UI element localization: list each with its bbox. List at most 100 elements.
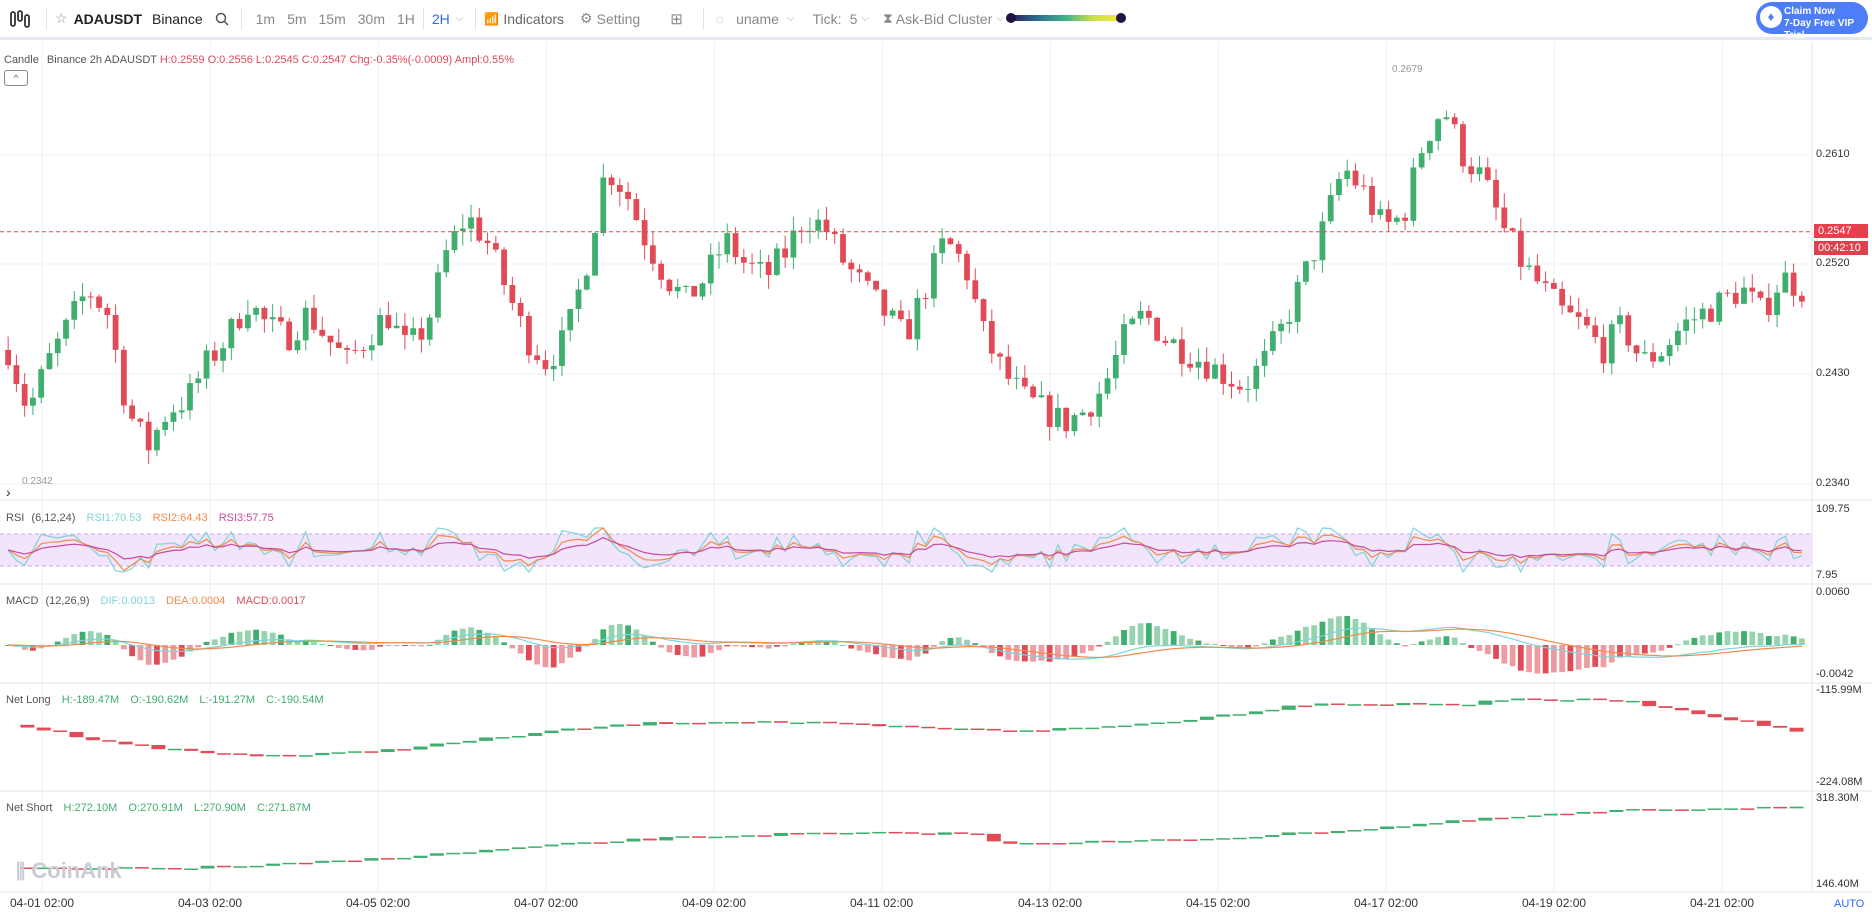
claim-vip-button[interactable]: ♦ Claim Now 7-Day Free VIP Trial <box>1756 2 1868 41</box>
user-select[interactable]: uname <box>736 10 779 27</box>
setting-button[interactable]: ⚙ Setting <box>580 0 640 37</box>
time-tick: 04-01 02:00 <box>10 896 75 910</box>
net-short-bar <box>1036 842 1050 845</box>
chevron-down-icon[interactable]: ⌵ <box>786 13 795 24</box>
net-short-bar <box>1249 836 1263 839</box>
macd-histogram-bar <box>1749 631 1756 645</box>
candle-body <box>1021 377 1028 387</box>
candle-body <box>1476 167 1483 175</box>
candle-body <box>1253 365 1260 389</box>
net-long-bar <box>1068 727 1083 730</box>
net-short-bar <box>348 860 362 863</box>
search-icon[interactable] <box>215 0 229 37</box>
net-long-bar <box>298 755 313 757</box>
collapse-legend-button[interactable]: ^ <box>4 70 28 86</box>
slider-handle-left[interactable] <box>1006 13 1016 23</box>
auto-scale-button[interactable]: AUTO <box>1834 898 1865 910</box>
net-long-bar <box>380 749 395 753</box>
macd-histogram-bar <box>1352 619 1359 645</box>
candle-body <box>724 233 731 255</box>
time-tick: 04-15 02:00 <box>1186 896 1251 910</box>
net-long-bar <box>855 723 870 725</box>
net-long-bar <box>1511 698 1526 701</box>
macd-histogram-bar <box>1741 631 1747 645</box>
net-long-bar <box>1461 704 1476 707</box>
net-long-bar <box>1036 730 1050 732</box>
candle-body <box>418 328 425 340</box>
net-short-bar <box>1527 815 1542 817</box>
macd-histogram-bar <box>1269 639 1276 645</box>
candle-body <box>782 248 789 258</box>
tick-select[interactable]: 5 <box>849 10 858 27</box>
net-long-bar <box>1347 704 1362 706</box>
net-long-bar <box>184 748 199 751</box>
candle-body <box>534 355 541 361</box>
net-long-bar <box>315 752 330 756</box>
candle-body <box>889 310 896 316</box>
chevron-down-icon[interactable]: ⌵ <box>861 13 869 24</box>
timeframe-15m[interactable]: 15m <box>318 10 346 27</box>
candle-body <box>1708 308 1714 322</box>
candle-body <box>542 360 549 370</box>
slider-handle-right[interactable] <box>1116 13 1126 23</box>
rsi-params: (6,12,24) <box>31 512 76 524</box>
net-short-bar <box>1740 808 1755 810</box>
candle-body <box>592 233 598 276</box>
candle-body <box>327 335 334 343</box>
net-short-bar <box>1281 832 1296 836</box>
candle-body <box>600 177 607 234</box>
candle-body <box>1699 308 1706 320</box>
timeframe-1m[interactable]: 1m <box>255 10 276 27</box>
macd-histogram-bar <box>335 645 342 648</box>
app-logo[interactable] <box>10 0 30 37</box>
timeframe-30m[interactable]: 30m <box>357 10 385 27</box>
expand-left-arrow-icon[interactable]: › <box>6 484 11 500</box>
macd-histogram-bar <box>104 634 111 645</box>
net-short-bar <box>1691 809 1706 811</box>
layout-grid-icon[interactable]: ⊞ <box>670 10 683 28</box>
net-long-bar <box>446 742 461 745</box>
timeframe-1h[interactable]: 1H <box>396 10 415 27</box>
candle-body <box>658 263 665 280</box>
macd-histogram-bar <box>1427 639 1433 645</box>
candle-body <box>1303 261 1309 282</box>
cluster-button[interactable]: ⧗ Ask-Bid Cluster ⌵ <box>883 0 1004 37</box>
star-icon[interactable]: ☆ <box>55 10 68 26</box>
exchange-name[interactable]: Binance <box>152 10 203 27</box>
symbol-name[interactable]: ADAUSDT <box>73 10 143 27</box>
macd-histogram-bar <box>906 645 913 661</box>
eye-icon[interactable]: ◌ <box>715 10 725 27</box>
candle-body <box>1195 361 1202 368</box>
timeframe-5m[interactable]: 5m <box>287 10 307 27</box>
candle-low: L:0.2545 <box>255 54 299 66</box>
net-short-open: O:270.91M <box>128 802 183 814</box>
gradient-bar <box>1010 15 1120 21</box>
macd-histogram-bar <box>881 645 888 658</box>
candle-change: Chg:-0.35%(-0.0009) <box>349 54 453 66</box>
net-long-legend: Net Long H:-189.47M O:-190.62M L:-191.27… <box>6 694 324 706</box>
candle-body <box>1460 124 1466 167</box>
timeframe-2h[interactable]: 2H <box>431 10 450 27</box>
candle-body <box>931 253 937 299</box>
macd-histogram-bar <box>1253 645 1260 647</box>
macd-histogram-bar <box>567 645 574 658</box>
claim-line-2: 7-Day Free VIP Trial <box>1784 18 1854 41</box>
net-long-bar <box>1494 700 1509 702</box>
macd-histogram-bar <box>468 627 474 645</box>
macd-histogram-bar <box>220 636 226 645</box>
net-short-legend: Net Short H:272.10M O:270.91M L:270.90M … <box>6 802 311 814</box>
net-short-bar <box>315 860 330 863</box>
net-long-bar <box>1117 725 1132 728</box>
color-gradient-slider[interactable] <box>1006 12 1126 24</box>
candle-body <box>1517 230 1524 267</box>
indicators-button[interactable]: 📶 Indicators <box>484 0 564 37</box>
candle-body <box>1592 325 1599 338</box>
net-long-bar <box>1658 706 1673 708</box>
macd-histogram-bar <box>377 645 383 647</box>
net-short-bar <box>1625 809 1640 811</box>
net-short-bar <box>1183 839 1198 841</box>
net-short-low: L:270.90M <box>193 802 246 814</box>
candle-high: H:0.2559 <box>159 54 205 66</box>
chevron-down-icon[interactable]: ⌵ <box>455 13 464 24</box>
